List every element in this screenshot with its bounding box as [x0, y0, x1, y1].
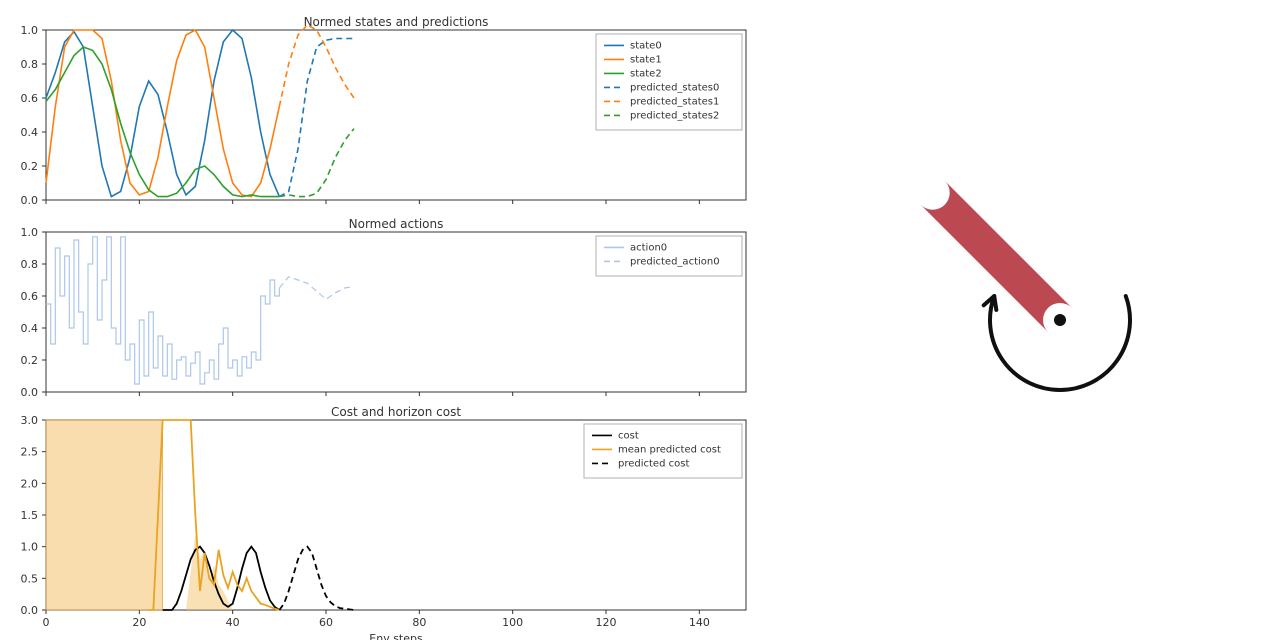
ytick-label: 1.0	[21, 226, 39, 239]
legend-label: mean predicted cost	[618, 444, 721, 455]
rotation-arc	[990, 296, 1130, 390]
legend-label: predicted_states2	[630, 110, 719, 121]
xtick-label: 40	[226, 616, 240, 629]
chart-title: Normed states and predictions	[304, 15, 489, 29]
pendulum-svg	[760, 0, 1280, 640]
ytick-label: 3.0	[21, 414, 39, 427]
charts-svg: Normed states and predictions 0.0 0.2 0.4 0.…	[0, 0, 760, 640]
legend-label: predicted_action0	[630, 256, 720, 267]
xtick-label: 80	[412, 616, 426, 629]
pendulum-panel	[760, 0, 1280, 640]
ytick-label: 0.8	[21, 58, 39, 71]
series-state2	[46, 47, 279, 197]
ytick-label: 0.0	[21, 604, 39, 617]
ytick-label: 2.0	[21, 477, 39, 490]
ytick-label: 0.0	[21, 386, 39, 399]
xtick-label: 0	[43, 616, 50, 629]
cost-fill-region	[46, 420, 163, 610]
chart-title: Normed actions	[349, 217, 444, 231]
series-mean-predicted-cost	[149, 420, 280, 610]
ytick-label: 2.5	[21, 446, 39, 459]
ytick-label: 0.2	[21, 354, 39, 367]
legend-label: predicted cost	[618, 458, 689, 469]
chart-title: Cost and horizon cost	[331, 405, 461, 419]
legend-label: cost	[618, 430, 639, 441]
series-predicted-cost	[279, 547, 354, 610]
ytick-label: 1.5	[21, 509, 39, 522]
ytick-label: 0.0	[21, 194, 39, 207]
series-state0	[46, 30, 279, 197]
legend-label: state2	[630, 68, 662, 79]
series-cost	[163, 547, 280, 610]
series-predicted_states1	[279, 25, 354, 107]
legend-label: action0	[630, 242, 667, 253]
legend-label: predicted_states0	[630, 82, 719, 93]
xtick-label: 100	[502, 616, 523, 629]
ytick-label: 0.8	[21, 258, 39, 271]
ytick-label: 0.6	[21, 92, 39, 105]
xtick-label: 60	[319, 616, 333, 629]
charts-column: Normed states and predictions 0.0 0.2 0.4 0.…	[0, 0, 760, 640]
legend-label: predicted_states1	[630, 96, 719, 107]
series-action0	[46, 237, 279, 384]
ytick-label: 0.5	[21, 572, 39, 585]
cost-fill-peaks	[186, 534, 233, 610]
xtick-label: 20	[132, 616, 146, 629]
ytick-label: 0.4	[21, 126, 39, 139]
ytick-label: 0.6	[21, 290, 39, 303]
ytick-label: 0.2	[21, 160, 39, 173]
ytick-label: 1.0	[21, 24, 39, 37]
series-predicted_states2	[279, 129, 354, 197]
xtick-label: 140	[689, 616, 710, 629]
series-predicted_action0	[279, 277, 354, 299]
ytick-label: 0.4	[21, 322, 39, 335]
xtick-label: 120	[596, 616, 617, 629]
page-root: Normed states and predictions 0.0 0.2 0.4 0.…	[0, 0, 1280, 640]
series-predicted_states0	[279, 39, 354, 197]
ytick-label: 1.0	[21, 541, 39, 554]
legend-label: state1	[630, 54, 662, 65]
xaxis-label: Env steps	[369, 632, 423, 640]
legend-label: state0	[630, 40, 662, 51]
pendulum-pivot	[1054, 314, 1066, 326]
